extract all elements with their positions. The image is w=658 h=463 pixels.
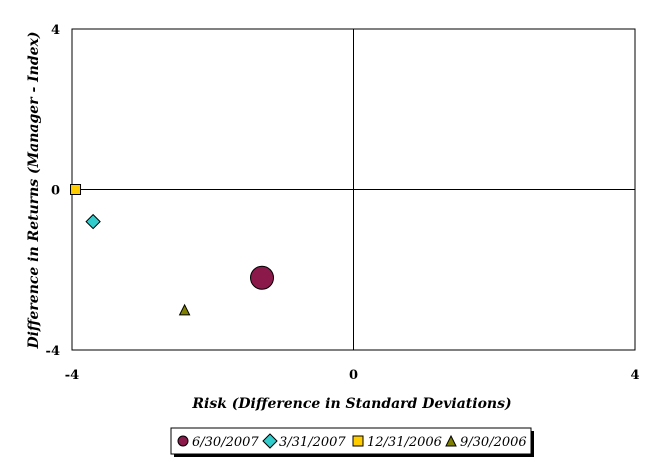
- x-tick-label: -4: [65, 368, 79, 383]
- legend-box: [170, 427, 532, 455]
- data-point: [85, 213, 101, 230]
- legend-label: 12/31/2006: [367, 435, 442, 450]
- y-tick-label: 0: [51, 184, 60, 199]
- y-tick-label: 4: [51, 23, 60, 38]
- x-tick-label: 4: [630, 368, 639, 383]
- data-point: [250, 265, 275, 290]
- legend: 6/30/2007 3/31/2007 12/31/2006 9/30/2006: [170, 427, 534, 457]
- tick-labels: -4 0 4 4 0 -4: [46, 23, 640, 383]
- legend-label: 6/30/2007: [192, 435, 259, 450]
- y-axis-title: Difference in Returns (Manager - Index): [26, 31, 42, 349]
- x-tick-label: 0: [349, 368, 358, 383]
- data-markers: [70, 184, 275, 316]
- data-point: [178, 303, 191, 316]
- data-point: [70, 184, 82, 195]
- x-axis-title: Risk (Difference in Standard Deviations): [191, 396, 511, 412]
- legend-label: 3/31/2007: [279, 435, 346, 450]
- legend-marker: [445, 434, 457, 447]
- legend-marker: [177, 435, 189, 447]
- legend-label: 9/30/2006: [460, 435, 527, 450]
- plot-area: [71, 28, 636, 351]
- legend-marker: [262, 433, 278, 449]
- y-tick-label: -4: [46, 344, 60, 359]
- legend-marker: [352, 435, 364, 447]
